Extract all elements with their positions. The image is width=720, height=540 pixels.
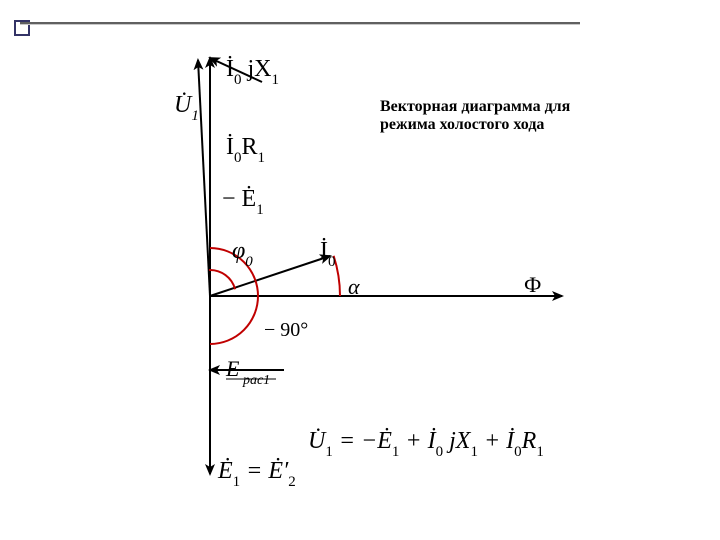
label-phi0: φ0 <box>232 238 253 270</box>
label-negE1: − Ė1 <box>222 186 264 218</box>
vector-U1 <box>198 60 210 296</box>
arc-phi0 <box>209 270 235 289</box>
label-U1: U̇1 <box>174 92 199 124</box>
label-E1E2: Ė1 = Ė′2 <box>217 458 296 490</box>
label-Phi: Ф <box>524 272 541 297</box>
label-I0R1: İ0R1 <box>226 134 265 166</box>
label-alpha: α <box>348 274 360 299</box>
label-Erac: E рас1 <box>225 356 270 388</box>
label-eqn: U̇1 = −Ė1 + İ0 jX1 + İ0R1 <box>308 428 544 460</box>
label-neg90: − 90° <box>264 319 308 341</box>
label-I0: İ0 <box>320 238 336 270</box>
label-I0jX1: İ0 jX1 <box>226 56 279 88</box>
vector-diagram: U̇1 İ0 jX1 İ0R1 − Ė1 φ0 İ0 α Ф − 90° E рас1 U̇1 = … <box>0 0 720 540</box>
